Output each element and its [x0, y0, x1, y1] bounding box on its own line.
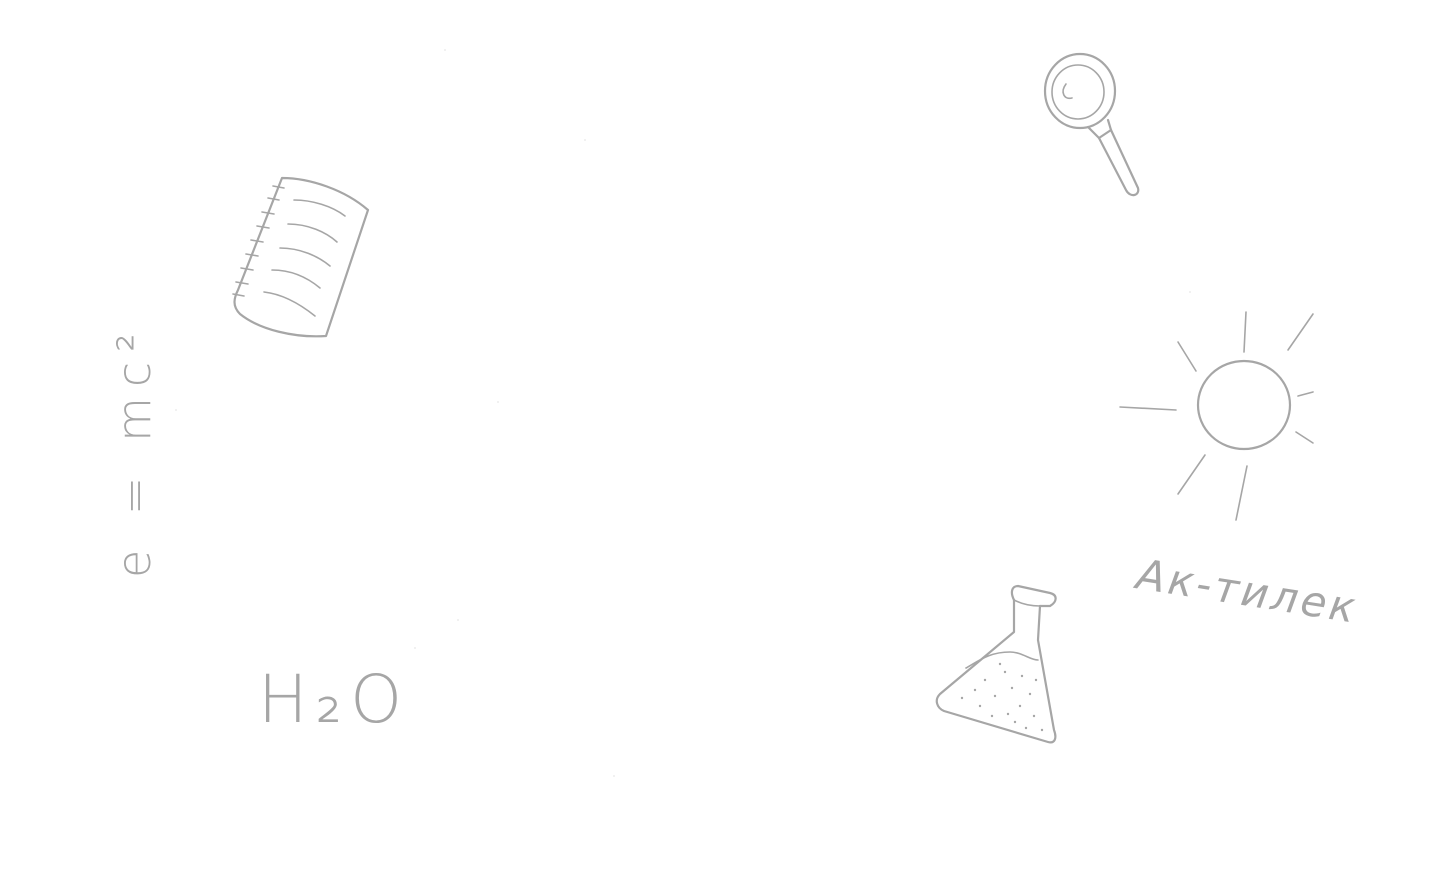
flask-icon	[935, 584, 1057, 744]
paper-specks	[175, 49, 1191, 777]
notebook-icon	[232, 176, 370, 338]
formula-text: e = mc²	[107, 323, 161, 578]
sun-icon	[1119, 311, 1314, 521]
molecule-text: H₂O	[258, 661, 410, 738]
magnifying-glass-icon	[1043, 52, 1140, 197]
caption-text: Ак-тилек	[1130, 549, 1361, 633]
